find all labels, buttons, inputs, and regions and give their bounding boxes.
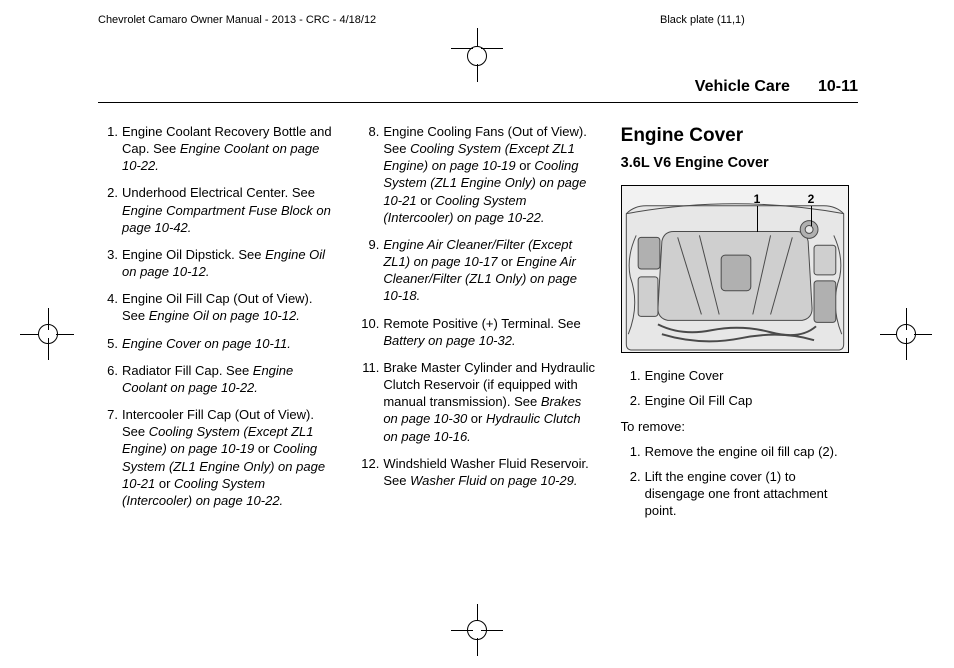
list-item: Engine Air Cleaner/Filter (Except ZL1) o… [359, 236, 596, 305]
list-item: Brake Master Cylinder and Hydraulic Clut… [359, 359, 596, 445]
list-item: Underhood Electrical Center. See Engine … [98, 184, 335, 235]
figure-legend-list: Engine Cover Engine Oil Fill Cap [621, 367, 858, 409]
doc-header-left: Chevrolet Camaro Owner Manual - 2013 - C… [98, 14, 376, 26]
removal-steps-list: Remove the engine oil fill cap (2). Lift … [621, 443, 858, 520]
column-1: Engine Coolant Recovery Bottle and Cap. … [98, 123, 335, 527]
crop-mark-right [894, 0, 934, 668]
figure-leader-1 [757, 206, 758, 232]
to-remove-label: To remove: [621, 418, 858, 435]
list-item: Engine Cooling Fans (Out of View). See C… [359, 123, 596, 226]
column-2: Engine Cooling Fans (Out of View). See C… [359, 123, 596, 527]
page-body: Vehicle Care 10-11 Engine Coolant Recove… [98, 78, 858, 527]
subheading-engine-cover: 3.6L V6 Engine Cover [621, 154, 858, 173]
doc-header-right: Black plate (11,1) [660, 14, 745, 26]
column-3: Engine Cover 3.6L V6 Engine Cover [621, 123, 858, 527]
list-item: Windshield Washer Fluid Reservoir. See W… [359, 455, 596, 489]
list-item: Intercooler Fill Cap (Out of View). See … [98, 406, 335, 509]
section-title: Vehicle Care [695, 78, 790, 96]
heading-engine-cover: Engine Cover [621, 123, 858, 148]
removal-step-item: Remove the engine oil fill cap (2). [621, 443, 858, 460]
list-item: Engine Oil Fill Cap (Out of View). See E… [98, 290, 335, 324]
crop-mark-bottom [0, 618, 954, 658]
list-item: Engine Cover on page 10-11. [98, 335, 335, 352]
running-head: Vehicle Care 10-11 [98, 78, 858, 103]
removal-step-item: Lift the engine cover (1) to disengage o… [621, 468, 858, 519]
figure-legend-item: Engine Cover [621, 367, 858, 384]
figure-legend-item: Engine Oil Fill Cap [621, 392, 858, 409]
engine-cover-illustration [622, 186, 848, 352]
crop-mark-left [20, 0, 60, 668]
crop-mark-top [0, 28, 954, 68]
list-item: Radiator Fill Cap. See Engine Coolant on… [98, 362, 335, 396]
figure-leader-2 [811, 206, 812, 226]
list-item: Remote Positive (+) Terminal. See Batter… [359, 315, 596, 349]
list-item: Engine Coolant Recovery Bottle and Cap. … [98, 123, 335, 174]
page-number: 10-11 [818, 78, 858, 96]
list-item: Engine Oil Dipstick. See Engine Oil on p… [98, 246, 335, 280]
engine-cover-figure: 1 2 [621, 185, 849, 353]
